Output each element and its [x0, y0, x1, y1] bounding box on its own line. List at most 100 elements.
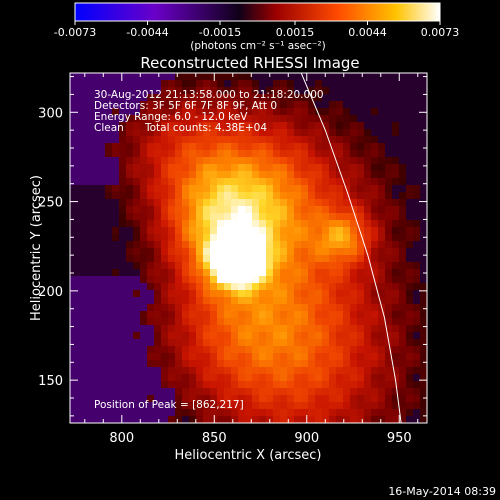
- heatmap-cell: [133, 346, 141, 354]
- heatmap-cell: [420, 185, 427, 193]
- heatmap-cell: [77, 290, 85, 298]
- heatmap-cell: [175, 115, 183, 123]
- heatmap-cell: [357, 388, 365, 396]
- heatmap-cell: [399, 283, 407, 291]
- heatmap-cell: [98, 157, 106, 165]
- heatmap-cell: [315, 136, 323, 144]
- heatmap-cell: [322, 388, 330, 396]
- heatmap-cell: [70, 248, 78, 256]
- heatmap-cell: [77, 87, 85, 95]
- heatmap-cell: [245, 388, 253, 396]
- heatmap-cell: [217, 290, 225, 298]
- heatmap-cell: [308, 381, 316, 389]
- heatmap-cell: [364, 332, 372, 340]
- heatmap-cell: [273, 346, 281, 354]
- heatmap-cell: [119, 304, 127, 312]
- heatmap-cell: [266, 325, 274, 333]
- heatmap-cell: [259, 94, 267, 102]
- heatmap-cell: [224, 150, 232, 158]
- heatmap-cell: [259, 381, 267, 389]
- heatmap-cell: [392, 416, 400, 423]
- heatmap-cell: [224, 255, 232, 263]
- heatmap-cell: [273, 416, 281, 423]
- heatmap-cell: [133, 269, 141, 277]
- heatmap-cell: [224, 192, 232, 200]
- heatmap-cell: [126, 325, 134, 333]
- heatmap-cell: [329, 325, 337, 333]
- heatmap-cell: [266, 185, 274, 193]
- heatmap-cell: [189, 94, 197, 102]
- heatmap-cell: [224, 346, 232, 354]
- heatmap-cell: [266, 332, 274, 340]
- heatmap-cell: [224, 402, 232, 410]
- heatmap-cell: [224, 374, 232, 382]
- heatmap-cell: [322, 115, 330, 123]
- heatmap-cell: [119, 297, 127, 305]
- heatmap-cell: [294, 115, 302, 123]
- heatmap-cell: [98, 171, 106, 179]
- heatmap-cell: [336, 164, 344, 172]
- heatmap-cell: [175, 73, 183, 81]
- heatmap-cell: [308, 332, 316, 340]
- heatmap-cell: [161, 262, 169, 270]
- heatmap-cell: [266, 227, 274, 235]
- heatmap-cell: [133, 311, 141, 319]
- heatmap-cell: [301, 122, 309, 130]
- heatmap-cell: [203, 108, 211, 116]
- heatmap-cell: [98, 276, 106, 284]
- heatmap-cell: [245, 192, 253, 200]
- heatmap-cell: [252, 311, 260, 319]
- heatmap-cell: [287, 227, 295, 235]
- heatmap-cell: [70, 395, 78, 403]
- heatmap-cell: [336, 94, 344, 102]
- heatmap-cell: [154, 367, 162, 375]
- heatmap-cell: [77, 416, 85, 423]
- heatmap-cell: [224, 353, 232, 361]
- heatmap-cell: [140, 304, 148, 312]
- heatmap-cell: [196, 206, 204, 214]
- heatmap-cell: [273, 269, 281, 277]
- heatmap-cell: [406, 248, 414, 256]
- heatmap-cell: [385, 395, 393, 403]
- heatmap-cell: [378, 150, 386, 158]
- heatmap-cell: [420, 304, 427, 312]
- heatmap-cell: [210, 297, 218, 305]
- heatmap-cell: [140, 381, 148, 389]
- heatmap-cell: [245, 262, 253, 270]
- heatmap-cell: [182, 192, 190, 200]
- heatmap-cell: [378, 199, 386, 207]
- heatmap-cell: [126, 269, 134, 277]
- heatmap-cell: [322, 185, 330, 193]
- heatmap-cell: [287, 101, 295, 109]
- heatmap-cell: [231, 220, 239, 228]
- heatmap-cell: [154, 171, 162, 179]
- heatmap-cell: [280, 206, 288, 214]
- heatmap-cell: [105, 353, 113, 361]
- heatmap-cell: [238, 346, 246, 354]
- heatmap-cell: [336, 108, 344, 116]
- heatmap-cell: [315, 255, 323, 263]
- heatmap-cell: [378, 171, 386, 179]
- heatmap-cell: [280, 150, 288, 158]
- heatmap-cell: [140, 311, 148, 319]
- heatmap-cell: [357, 332, 365, 340]
- heatmap-cell: [154, 255, 162, 263]
- heatmap-cell: [385, 192, 393, 200]
- heatmap-cell: [245, 178, 253, 186]
- heatmap-cell: [189, 353, 197, 361]
- heatmap-cell: [301, 374, 309, 382]
- heatmap-cell: [161, 388, 169, 396]
- heatmap-cell: [91, 150, 99, 158]
- heatmap-cell: [364, 94, 372, 102]
- heatmap-cell: [259, 290, 267, 298]
- heatmap-cell: [364, 395, 372, 403]
- heatmap-cell: [126, 136, 134, 144]
- heatmap-cell: [420, 241, 427, 249]
- heatmap-cell: [301, 311, 309, 319]
- heatmap-cell: [301, 80, 309, 88]
- heatmap-cell: [210, 150, 218, 158]
- heatmap-cell: [84, 213, 92, 221]
- heatmap-cell: [350, 297, 358, 305]
- heatmap-cell: [392, 171, 400, 179]
- heatmap-cell: [217, 122, 225, 130]
